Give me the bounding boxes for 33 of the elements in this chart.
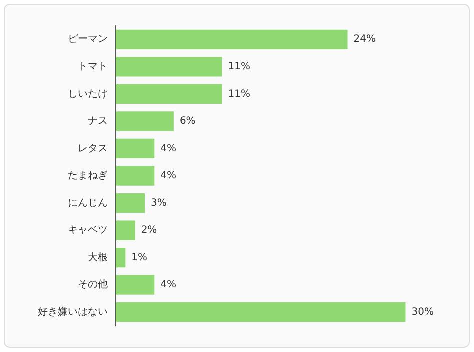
bar: [116, 220, 136, 240]
y-tick-label: 好き嫌いはない: [38, 306, 108, 318]
data-label: 11%: [228, 88, 250, 100]
y-tick-label: レタス: [78, 143, 108, 154]
data-label: 6%: [180, 116, 196, 128]
data-label: 24%: [354, 34, 376, 46]
bar: [116, 248, 126, 268]
data-label: 2%: [141, 225, 158, 236]
bar: [116, 138, 155, 159]
y-tick-label: ピーマン: [68, 34, 108, 46]
bar: [116, 112, 174, 132]
data-label: 11%: [228, 62, 250, 73]
y-tick-label: その他: [78, 278, 108, 291]
bar: [116, 84, 222, 104]
data-label: 1%: [132, 252, 148, 264]
y-tick-label: にんじん: [68, 198, 108, 209]
data-label: 4%: [160, 280, 177, 291]
bar: [116, 302, 406, 322]
bar: [116, 30, 348, 50]
bar: [116, 57, 222, 77]
bar: [116, 166, 155, 186]
y-tick-label: ナス: [88, 116, 108, 128]
y-tick-label: キャベツ: [68, 225, 108, 236]
bar: [116, 275, 155, 295]
bar: [116, 193, 145, 214]
y-tick-label: トマト: [78, 62, 108, 73]
y-tick-label: たまねぎ: [68, 170, 108, 182]
data-label: 30%: [412, 306, 434, 318]
data-label: 4%: [160, 143, 177, 154]
y-tick-label: しいたけ: [68, 88, 108, 100]
data-label: 3%: [150, 198, 167, 209]
data-label: 4%: [160, 170, 177, 182]
y-tick-label: 大根: [88, 251, 108, 264]
